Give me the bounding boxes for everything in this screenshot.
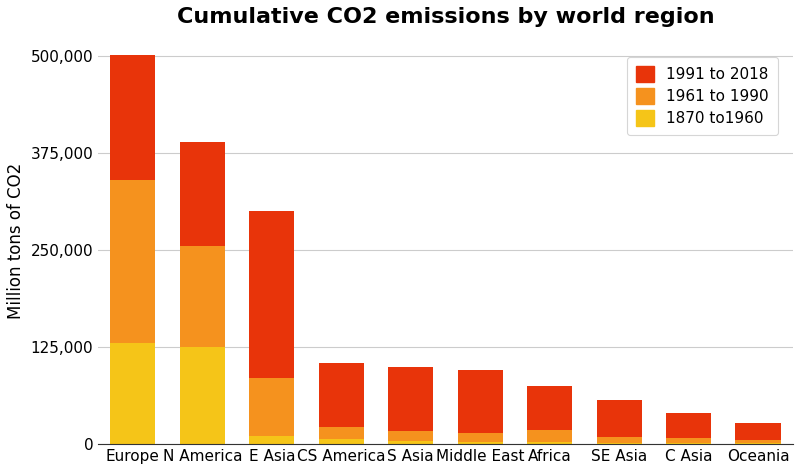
Y-axis label: Million tons of CO2: Million tons of CO2 [7,162,25,319]
Bar [666,413,711,439]
Bar [666,443,711,444]
Bar [318,363,364,427]
Bar [180,347,225,444]
Bar [597,400,642,437]
Legend: 1991 to 2018, 1961 to 1990, 1870 to1960: 1991 to 2018, 1961 to 1990, 1870 to1960 [626,57,778,135]
Bar [527,386,572,430]
Bar [458,432,502,442]
Bar [318,439,364,444]
Bar [180,246,225,347]
Title: Cumulative CO2 emissions by world region: Cumulative CO2 emissions by world region [177,7,714,27]
Bar [388,366,434,431]
Bar [249,378,294,437]
Bar [318,427,364,439]
Bar [597,437,642,443]
Bar [527,430,572,442]
Bar [735,443,781,444]
Bar [249,211,294,378]
Bar [180,142,225,246]
Bar [388,441,434,444]
Bar [249,437,294,444]
Bar [110,180,155,343]
Bar [110,55,155,180]
Bar [597,443,642,444]
Bar [527,442,572,444]
Bar [458,371,502,432]
Bar [388,431,434,441]
Bar [735,423,781,440]
Bar [110,343,155,444]
Bar [735,440,781,443]
Bar [666,439,711,443]
Bar [458,442,502,444]
